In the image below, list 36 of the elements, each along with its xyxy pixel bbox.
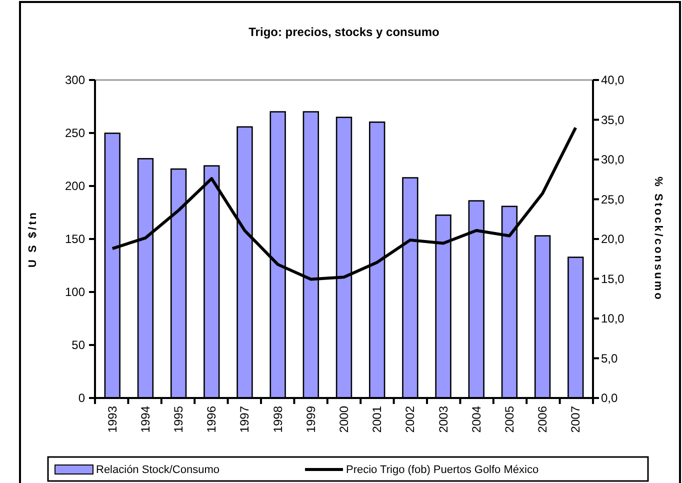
- legend-label: Precio Trigo (fob) Puertos Golfo México: [346, 464, 539, 476]
- x-tick-label: 1998: [270, 406, 285, 433]
- y2-tick-label: 15,0: [601, 272, 625, 286]
- x-tick-label: 2002: [403, 406, 418, 433]
- y-tick-label: 100: [64, 285, 86, 299]
- x-tick-label: 1994: [138, 406, 152, 433]
- y2-axis-title: % Stock/consumo: [652, 176, 664, 302]
- x-tick-label: 2005: [502, 406, 516, 433]
- y2-tick-label: 40,0: [601, 73, 625, 87]
- y2-tick-label: 5,0: [601, 351, 618, 366]
- y-axis-title: U S $/tn: [27, 210, 39, 268]
- x-tick-label: 1999: [304, 406, 318, 433]
- y-tick-label: 250: [64, 126, 86, 140]
- y-tick-label: 300: [64, 73, 86, 87]
- chart-title: Trigo: precios, stocks y consumo: [248, 25, 440, 39]
- x-tick-label: 2007: [568, 406, 583, 433]
- y2-tick-label: 35,0: [601, 112, 625, 127]
- x-tick-label: 1996: [204, 406, 219, 433]
- legend-label: Relación Stock/Consumo: [96, 464, 220, 476]
- y-tick-label: 0: [78, 391, 86, 405]
- x-tick-label: 1995: [172, 406, 186, 433]
- x-tick-label: 1993: [105, 406, 120, 433]
- y2-tick-label: 25,0: [601, 192, 625, 206]
- y-tick-label: 150: [64, 232, 86, 246]
- y-tick-label: 50: [72, 338, 86, 352]
- x-tick-label: 2003: [436, 406, 450, 433]
- y2-tick-label: 20,0: [601, 232, 625, 246]
- x-tick-label: 2001: [370, 406, 384, 433]
- y2-tick-label: 0,0: [601, 391, 618, 405]
- x-tick-label: 2000: [337, 406, 351, 433]
- y-tick-label: 200: [64, 179, 86, 193]
- x-tick-label: 2004: [469, 406, 484, 433]
- x-tick-label: 1997: [238, 406, 252, 433]
- y2-tick-label: 30,0: [601, 152, 625, 166]
- y2-tick-label: 10,0: [601, 312, 625, 326]
- x-tick-label: 2006: [536, 406, 550, 433]
